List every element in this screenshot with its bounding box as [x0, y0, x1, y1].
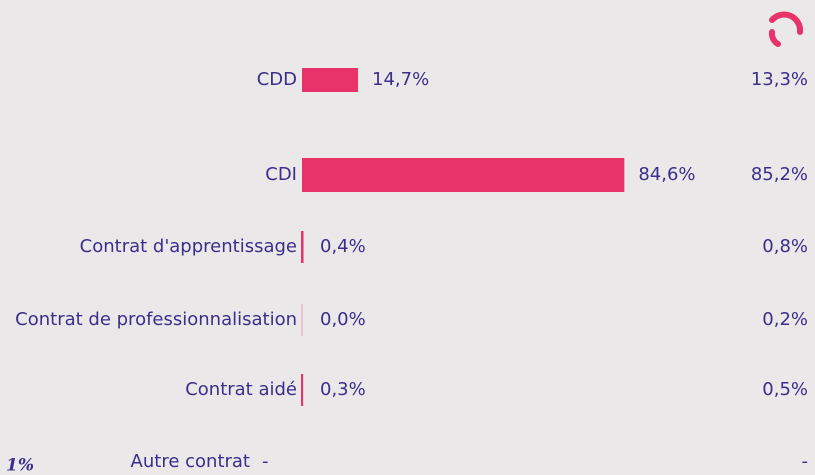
spinner-icon [768, 29, 781, 47]
comparison-value: 0,5% [762, 379, 808, 400]
annotation: 1% [6, 456, 34, 475]
category-label: Contrat aidé [185, 379, 297, 400]
value-label: 14,7% [372, 69, 429, 90]
category-label: Contrat de professionnalisation [15, 309, 297, 330]
value-label: - [262, 451, 269, 472]
category-label: Contrat d'apprentissage [80, 236, 297, 257]
category-label: CDD [257, 69, 297, 90]
bar [302, 158, 625, 192]
comparison-value: 13,3% [751, 69, 808, 90]
comparison-value: - [802, 451, 809, 472]
comparison-value: 0,2% [762, 309, 808, 330]
value-label: 84,6% [638, 164, 695, 185]
spinner-icon [769, 11, 804, 35]
value-label: 0,0% [320, 309, 366, 330]
comparison-value: 0,8% [762, 236, 808, 257]
bar [302, 68, 359, 92]
value-label: 0,4% [320, 236, 366, 257]
value-label: 0,3% [320, 379, 366, 400]
comparison-value: 85,2% [751, 164, 808, 185]
category-label: CDI [265, 164, 297, 185]
category-label: Autre contrat [131, 451, 250, 472]
